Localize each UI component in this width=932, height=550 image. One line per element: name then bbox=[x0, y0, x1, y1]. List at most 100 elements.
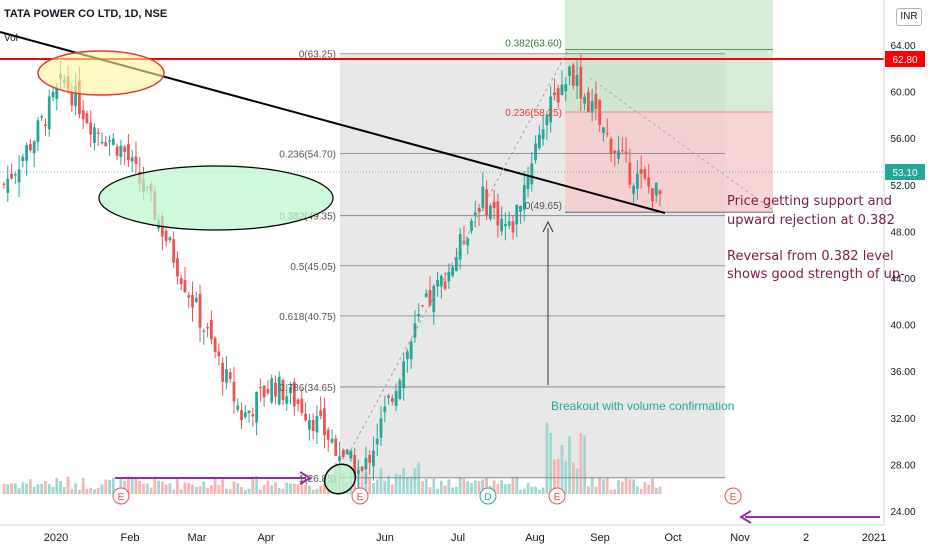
volume-bar bbox=[62, 486, 66, 494]
volume-bar bbox=[183, 482, 187, 494]
volume-bar bbox=[119, 477, 123, 494]
candle-body bbox=[473, 212, 477, 216]
price-tick: 64.00 bbox=[890, 41, 915, 52]
volume-bar bbox=[21, 482, 25, 494]
volume-bar bbox=[134, 478, 138, 494]
volume-bar bbox=[511, 476, 515, 494]
candle-body bbox=[44, 124, 47, 126]
volume-bar bbox=[602, 479, 605, 494]
volume-bar bbox=[28, 479, 32, 494]
price-tick: 44.00 bbox=[890, 274, 915, 285]
volume-bar bbox=[96, 488, 100, 494]
target-zone bbox=[565, 0, 773, 112]
volume-bar bbox=[70, 488, 74, 494]
volume-bar bbox=[292, 483, 296, 494]
volume-bar bbox=[379, 468, 383, 494]
volume-bar bbox=[609, 489, 613, 494]
entry-label: 0(49.65) bbox=[525, 201, 562, 212]
candle-body bbox=[36, 120, 40, 142]
volume-bar bbox=[104, 479, 108, 494]
volume-bar bbox=[541, 487, 545, 494]
candle-body bbox=[172, 239, 176, 263]
candle-body bbox=[534, 143, 537, 161]
volume-bar bbox=[522, 488, 526, 494]
volume-bar bbox=[81, 477, 85, 494]
candle-body bbox=[221, 362, 225, 382]
volume-bar bbox=[402, 467, 406, 494]
candle-body bbox=[364, 458, 368, 470]
volume-bar bbox=[202, 481, 206, 494]
fib-level-label: 0.236(54.70) bbox=[279, 149, 336, 160]
volume-bar bbox=[209, 485, 213, 494]
volume-bar bbox=[485, 477, 488, 494]
candle-body bbox=[356, 470, 360, 474]
volume-bar bbox=[74, 483, 78, 494]
candle-body bbox=[247, 410, 251, 414]
volume-bar bbox=[191, 484, 194, 494]
volume-bar bbox=[556, 458, 560, 494]
fib-level-label: 0.5(45.05) bbox=[290, 262, 336, 273]
event-marker-label: E bbox=[118, 492, 125, 503]
candle-body bbox=[496, 201, 500, 226]
volume-bar bbox=[481, 479, 485, 494]
volume-bar bbox=[289, 483, 292, 494]
volume-bar bbox=[172, 489, 176, 494]
volume-bar bbox=[534, 486, 537, 494]
volume-bar bbox=[628, 479, 632, 494]
candle-body bbox=[251, 414, 255, 417]
volume-bar bbox=[575, 468, 579, 494]
volume-bar bbox=[571, 462, 575, 494]
volume-bar bbox=[251, 476, 255, 494]
time-tick: Nov bbox=[730, 532, 750, 544]
candle-body bbox=[47, 96, 51, 130]
candle-body bbox=[632, 185, 636, 194]
candle-body bbox=[168, 237, 172, 241]
candle-body bbox=[285, 396, 289, 404]
volume-bar bbox=[458, 477, 462, 494]
volume-bar bbox=[613, 489, 617, 494]
candle-body bbox=[274, 382, 277, 397]
volume-bar bbox=[387, 475, 390, 494]
candle-body bbox=[2, 183, 6, 186]
volume-bar bbox=[270, 485, 274, 494]
candle-body bbox=[315, 416, 319, 433]
currency-button[interactable]: INR bbox=[896, 8, 922, 26]
candle-body bbox=[590, 101, 594, 113]
volume-bar bbox=[157, 480, 160, 494]
volume-bar bbox=[17, 488, 21, 494]
volume-bar bbox=[632, 479, 636, 494]
candle-body bbox=[368, 454, 372, 463]
candle-body bbox=[85, 113, 89, 124]
candle-body bbox=[447, 271, 451, 282]
volume-bar bbox=[617, 479, 620, 494]
volume-bar bbox=[296, 484, 300, 494]
volume-bar bbox=[651, 478, 654, 494]
candle-body bbox=[323, 408, 326, 436]
candle-body bbox=[307, 420, 311, 430]
volume-bar bbox=[436, 488, 439, 494]
volume-bar bbox=[176, 477, 179, 494]
volume-bar bbox=[492, 480, 496, 494]
volume-bar bbox=[451, 487, 455, 494]
volume-bar bbox=[323, 484, 326, 494]
volume-bar bbox=[353, 482, 357, 494]
volume-bar bbox=[394, 473, 398, 494]
candle-body bbox=[130, 157, 134, 162]
candle-body bbox=[55, 87, 59, 99]
fib-level-label: 0.786(34.65) bbox=[279, 383, 336, 394]
event-marker-label: E bbox=[357, 492, 364, 503]
candle-body bbox=[609, 138, 613, 155]
candle-body bbox=[202, 330, 206, 332]
volume-bar bbox=[255, 476, 258, 494]
candle-body bbox=[111, 138, 115, 145]
candle-body bbox=[443, 281, 447, 289]
volume-bar bbox=[32, 486, 36, 494]
candle-body bbox=[372, 450, 375, 467]
candle-body bbox=[526, 175, 530, 190]
volume-bar bbox=[247, 488, 251, 494]
candle-body bbox=[311, 420, 315, 432]
time-tick: 2 bbox=[803, 532, 809, 544]
volume-bar bbox=[130, 478, 134, 494]
annotation-reversal-line2: shows good strength of up- bbox=[727, 267, 905, 282]
